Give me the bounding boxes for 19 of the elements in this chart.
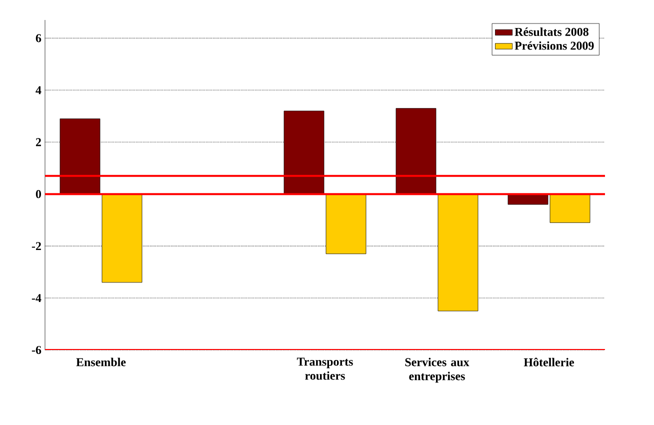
legend-label: Résultats 2008 <box>514 27 588 36</box>
bar <box>396 108 436 194</box>
legend-label: Prévisions 2009 <box>514 41 594 50</box>
y-tick-label: 6 <box>36 34 42 42</box>
y-tick-label: -4 <box>32 294 42 302</box>
bar <box>102 194 142 283</box>
y-tick-label: 4 <box>36 86 42 94</box>
bar <box>438 194 478 312</box>
x-tick-label: Hôtellerie <box>524 358 574 366</box>
x-tick-label: Services aux entreprises <box>405 358 470 383</box>
bar <box>326 194 366 254</box>
x-tick-label: Ensemble <box>76 358 126 366</box>
y-tick-label: 0 <box>36 190 42 198</box>
bar <box>284 110 324 194</box>
x-tick-label: Transports routiers <box>296 358 353 380</box>
y-tick-label: -6 <box>32 346 42 354</box>
y-tick-label: -2 <box>32 242 41 250</box>
y-tick-label: 2 <box>36 138 41 146</box>
bar <box>60 118 100 194</box>
